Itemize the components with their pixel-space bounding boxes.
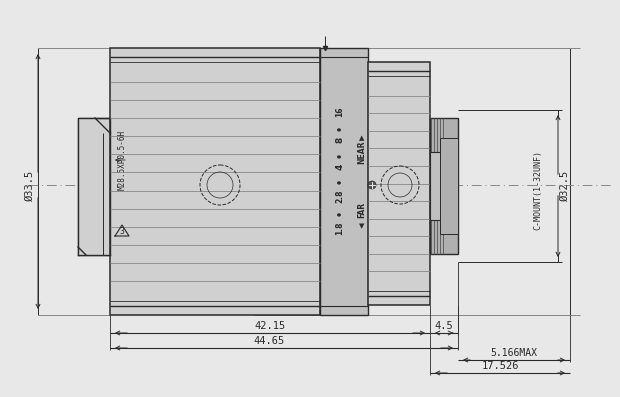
Bar bbox=[320, 48, 368, 315]
Text: FAR: FAR bbox=[358, 202, 366, 218]
Text: 42.15: 42.15 bbox=[254, 321, 286, 331]
Text: 8: 8 bbox=[335, 137, 345, 143]
Text: 1.8: 1.8 bbox=[335, 221, 345, 235]
Text: 4.5: 4.5 bbox=[435, 321, 453, 331]
Text: 44.65: 44.65 bbox=[254, 336, 285, 346]
Text: 4: 4 bbox=[335, 164, 345, 170]
Text: •: • bbox=[335, 210, 345, 216]
Bar bbox=[430, 152, 448, 220]
Text: 3: 3 bbox=[120, 227, 125, 235]
Text: 17.526: 17.526 bbox=[481, 361, 519, 371]
Bar bbox=[440, 138, 458, 234]
Bar bbox=[368, 62, 430, 305]
Text: NEAR: NEAR bbox=[358, 140, 366, 164]
Text: 16: 16 bbox=[335, 107, 345, 117]
Text: •: • bbox=[335, 152, 345, 158]
Polygon shape bbox=[78, 118, 110, 255]
Circle shape bbox=[368, 181, 376, 189]
Text: Ø33.5: Ø33.5 bbox=[25, 170, 35, 200]
Bar bbox=[430, 118, 458, 254]
Text: M28.5XP0.5-6H: M28.5XP0.5-6H bbox=[118, 130, 126, 190]
Bar bbox=[110, 48, 320, 315]
Text: C-MOUNT(1-32UNF): C-MOUNT(1-32UNF) bbox=[533, 150, 542, 230]
Bar bbox=[78, 118, 110, 255]
Text: 5.166MAX: 5.166MAX bbox=[490, 348, 538, 358]
Text: ▼: ▼ bbox=[360, 223, 365, 229]
Text: •: • bbox=[335, 125, 345, 131]
Text: •: • bbox=[335, 178, 345, 184]
Text: 2.8: 2.8 bbox=[335, 189, 345, 203]
Text: Ø32.5: Ø32.5 bbox=[560, 170, 570, 200]
Text: ▲: ▲ bbox=[360, 135, 365, 141]
